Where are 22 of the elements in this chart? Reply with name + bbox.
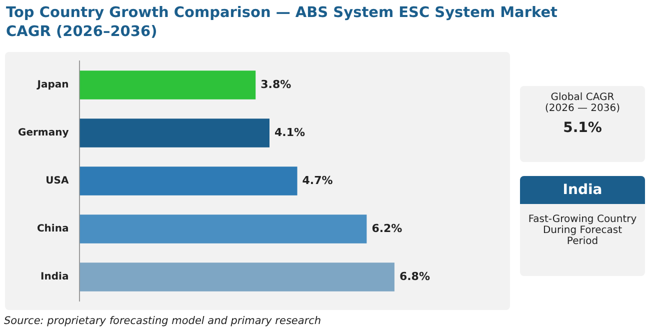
- text: India: [520, 176, 645, 204]
- bar: [80, 262, 394, 292]
- y-tick-label: USA: [46, 176, 69, 187]
- bar: [80, 70, 256, 100]
- text: 5.1%: [562, 120, 603, 136]
- y-tick-label: China: [36, 224, 69, 235]
- y-tick-label: Germany: [18, 128, 70, 139]
- text: Fast-Growing Country During Forecast Period: [527, 214, 638, 247]
- y-tick-label: India: [40, 272, 69, 283]
- bar: [80, 166, 298, 196]
- text: Global CAGR: [550, 92, 616, 103]
- bar: [80, 214, 367, 244]
- data-label: 4.1%: [274, 126, 306, 139]
- bar: [80, 118, 270, 148]
- text: (2026 — 2036): [544, 103, 622, 114]
- data-label: 4.7%: [302, 174, 333, 187]
- data-label: 6.2%: [372, 222, 402, 235]
- y-tick-label: Japan: [36, 80, 69, 91]
- chart-title: Top Country Growth Comparison — ABS System ESC System Market CAGR (2026–2036): [6, 4, 558, 42]
- source-note: Source: proprietary forecasting model and primary research: [4, 315, 322, 327]
- data-label: 3.8%: [260, 78, 292, 91]
- data-label: 6.8%: [399, 270, 430, 283]
